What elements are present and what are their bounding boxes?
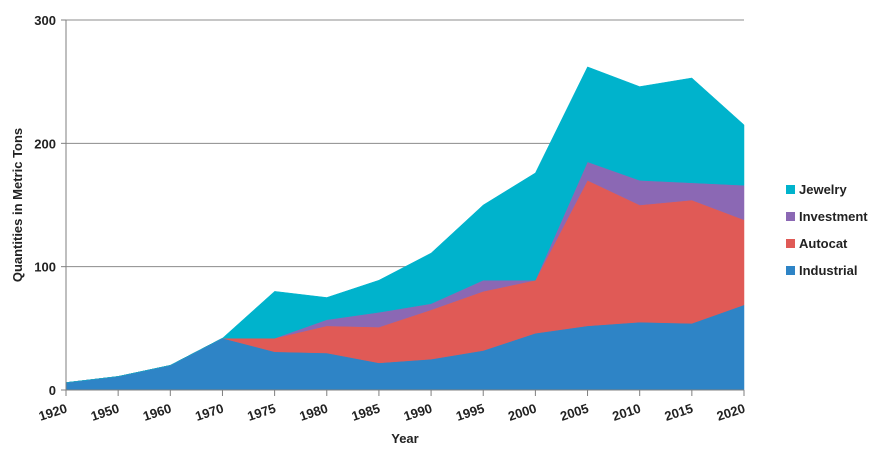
legend-label: Investment [799,209,868,224]
legend-swatch [786,239,795,248]
legend-item-investment: Investment [786,209,868,224]
legend-swatch [786,266,795,275]
x-tick-label: 2020 [715,401,747,424]
plot-areas [65,66,745,391]
x-tick-label: 1980 [298,401,330,424]
x-tick-label: 1995 [454,401,486,424]
x-tick-label: 1950 [89,401,121,424]
x-tick-label: 2000 [506,401,538,424]
legend-swatch [786,212,795,221]
x-tick-label: 2005 [558,401,590,424]
x-tick-label: 1960 [141,401,173,424]
legend-item-industrial: Industrial [786,263,858,278]
x-tick-label: 1970 [193,401,225,424]
x-tick-label: 1975 [245,401,277,424]
legend-swatch [786,185,795,194]
legend: Jewelry Investment Autocat Industrial [786,182,868,278]
legend-label: Jewelry [799,182,847,197]
legend-label: Autocat [799,236,848,251]
x-tick-label: 2010 [610,401,642,424]
x-axis-title: Year [391,431,418,446]
y-tick-label: 0 [49,383,56,398]
y-tick-label: 300 [34,13,56,28]
y-axis-title: Quantities in Metric Tons [10,128,25,282]
x-tick-label: 1985 [350,401,382,424]
legend-item-autocat: Autocat [786,236,848,251]
legend-label: Industrial [799,263,858,278]
area-series-jewelry [65,66,745,383]
y-tick-label: 200 [34,136,56,151]
legend-item-jewelry: Jewelry [786,182,847,197]
y-tick-label: 100 [34,260,56,275]
x-tick-label: 1920 [37,401,69,424]
x-tick-label: 2015 [663,401,695,424]
x-tick-label: 1990 [402,401,434,424]
